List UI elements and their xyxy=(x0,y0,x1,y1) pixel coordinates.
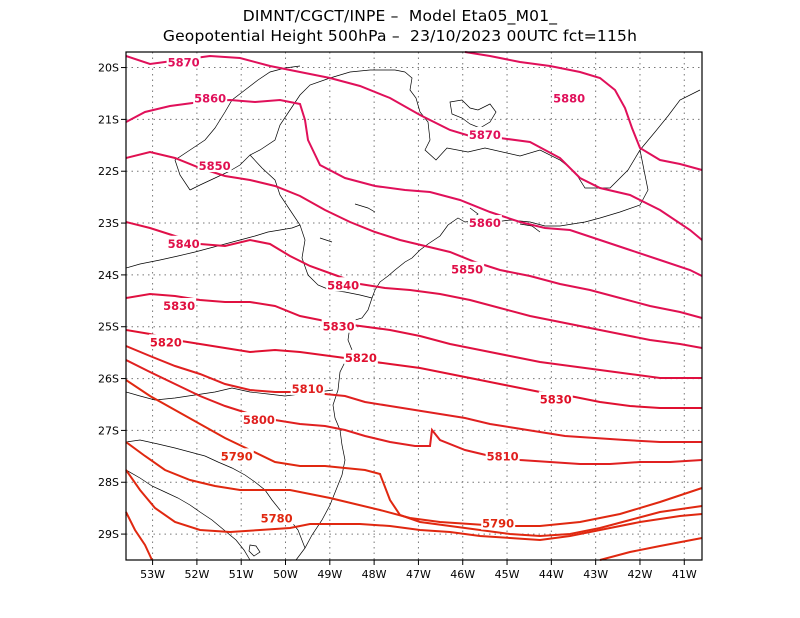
contour-5880 xyxy=(464,51,703,171)
contour-5850 xyxy=(125,150,703,319)
national-border xyxy=(125,469,251,561)
lat-tick-label: 23S xyxy=(98,217,119,230)
contour-label-bg xyxy=(259,510,294,525)
contour-label-bg xyxy=(162,298,197,312)
lat-tick-label: 24S xyxy=(98,269,119,282)
lon-tick-label: 49W xyxy=(317,568,342,581)
contour-label: 5820 xyxy=(150,335,182,349)
contour-label: 5820 xyxy=(345,351,377,365)
lat-tick-label: 22S xyxy=(98,165,119,178)
grid-lines xyxy=(126,52,702,560)
contour-5770b xyxy=(125,511,153,561)
contour-lines xyxy=(125,51,703,561)
contour-label-bg xyxy=(343,349,378,364)
lat-tick-labels: 20S 21S 22S 23S 24S 25S 26S 27S 28S 29S xyxy=(98,62,119,542)
contour-5800 xyxy=(125,359,703,465)
contour-label: 5830 xyxy=(323,320,355,334)
lon-tick-label: 50W xyxy=(273,568,298,581)
contour-5780 xyxy=(125,441,703,527)
contour-label: 5850 xyxy=(451,263,483,277)
contour-label: 5790 xyxy=(482,517,514,531)
chart-title-line-1: DIMNT/CGCT/INPE – Model Eta05_M01_ xyxy=(242,7,558,25)
contour-label-bg xyxy=(219,448,254,463)
contour-labels: 5870 5860 5880 5870 5850 5860 5840 5850 5840 5830… xyxy=(148,54,587,531)
contour-5830 xyxy=(125,292,702,379)
lat-tick-label: 21S xyxy=(98,113,119,126)
contour-label: 5830 xyxy=(540,392,572,406)
contour-5760 xyxy=(599,537,703,561)
bay-islands xyxy=(319,99,541,243)
contour-label: 5870 xyxy=(168,55,200,69)
lon-tick-labels: 53W 52W 51W 50W 49W 48W 47W 46W 45W 44W 43W 42W 41W xyxy=(140,568,697,581)
contour-label: 5780 xyxy=(261,512,293,526)
state-border-6 xyxy=(174,65,301,191)
contour-label: 5810 xyxy=(292,382,324,396)
lon-tick-label: 41W xyxy=(672,568,697,581)
contour-label: 5790 xyxy=(221,449,253,463)
contour-label-bg xyxy=(467,215,502,230)
lat-tick-label: 28S xyxy=(98,476,119,489)
contour-5790 xyxy=(125,379,703,538)
contour-label-bg xyxy=(166,235,201,250)
contour-label: 5800 xyxy=(243,413,275,427)
lon-tick-label: 48W xyxy=(362,568,387,581)
lon-tick-label: 42W xyxy=(628,568,653,581)
contour-label: 5830 xyxy=(163,299,195,313)
lat-tick-label: 27S xyxy=(98,424,119,437)
contour-label-bg xyxy=(321,318,356,333)
lon-tick-label: 51W xyxy=(229,568,254,581)
contour-label: 5860 xyxy=(469,216,501,230)
contour-label: 5850 xyxy=(199,159,231,173)
lon-tick-label: 52W xyxy=(184,568,209,581)
lat-tick-label: 20S xyxy=(98,62,119,75)
lon-tick-label: 53W xyxy=(140,568,165,581)
map-frame xyxy=(125,51,703,561)
contour-label-bg xyxy=(197,158,232,173)
lat-tick-label: 25S xyxy=(98,321,119,334)
lagoon xyxy=(248,544,261,557)
contour-label: 5870 xyxy=(469,128,501,142)
state-border-2 xyxy=(249,154,373,299)
contour-5860 xyxy=(125,98,703,277)
lat-tick-label: 29S xyxy=(98,528,119,541)
contour-label-bg xyxy=(326,277,361,292)
state-border-1 xyxy=(189,69,406,191)
contour-label: 5860 xyxy=(194,92,226,106)
contour-label-bg xyxy=(552,90,587,105)
state-border-3 xyxy=(125,224,301,269)
contour-label: 5810 xyxy=(487,449,519,463)
contour-label: 5840 xyxy=(168,237,200,251)
contour-label-bg xyxy=(193,90,228,105)
contour-5870 xyxy=(125,54,703,241)
contour-5840 xyxy=(125,221,703,349)
contour-label-bg xyxy=(166,54,201,69)
contour-label-bg xyxy=(467,126,502,141)
contour-label-bg xyxy=(538,391,573,406)
contour-label-bg xyxy=(481,515,516,530)
contour-label-bg xyxy=(290,380,325,395)
chart-title-line-2: Geopotential Height 500hPa – 23/10/2023 … xyxy=(162,27,638,45)
lon-tick-label: 45W xyxy=(495,568,520,581)
lon-tick-label: 47W xyxy=(406,568,431,581)
lon-tick-label: 43W xyxy=(583,568,608,581)
contour-5770 xyxy=(125,469,703,542)
contour-label: 5880 xyxy=(553,92,585,106)
contour-5820 xyxy=(125,329,702,409)
contour-label-bg xyxy=(450,261,485,276)
contour-label-bg xyxy=(148,334,183,349)
contour-label-bg xyxy=(241,412,276,427)
contour-label: 5840 xyxy=(327,278,359,292)
contour-5810 xyxy=(125,345,702,443)
lon-tick-label: 46W xyxy=(450,568,475,581)
lat-tick-label: 26S xyxy=(98,373,119,386)
lon-tick-label: 44W xyxy=(539,568,564,581)
axis-ticks xyxy=(121,67,685,565)
contour-label-bg xyxy=(485,448,520,463)
